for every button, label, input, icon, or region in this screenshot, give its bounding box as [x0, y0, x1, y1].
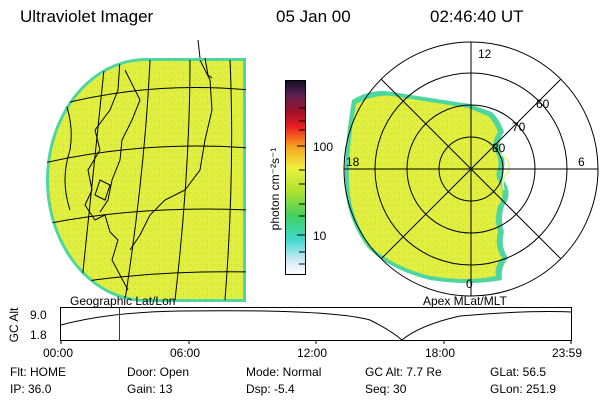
- x-tick-12: 12:00: [297, 346, 328, 360]
- status-door: Door: Open: [127, 365, 190, 379]
- lat-label-80: 80: [492, 141, 506, 155]
- mlt-label-6: 6: [578, 155, 585, 169]
- status-gc-alt: GC Alt: 7.7 Re: [365, 365, 442, 379]
- status-gain: Gain: 13: [127, 382, 173, 396]
- status-seq: Seq: 30: [365, 382, 407, 396]
- polar-image: [344, 91, 510, 283]
- geo-disk: [46, 58, 246, 302]
- x-tick-18: 18:00: [425, 346, 456, 360]
- geo-map-label: Geographic Lat/Lon: [70, 294, 176, 308]
- date-label: 05 Jan 00: [276, 7, 351, 26]
- x-tick-2359: 23:59: [552, 346, 583, 360]
- colorbar-tick-10: 10: [313, 229, 327, 243]
- lat-label-70: 70: [512, 120, 526, 134]
- x-tick-06: 06:00: [170, 346, 201, 360]
- alt-tick-1-8: 1.8: [30, 328, 47, 342]
- status-dsp: Dsp: -5.4: [246, 382, 295, 396]
- mlt-label-12: 12: [478, 47, 492, 61]
- mlt-label-0: 0: [466, 277, 473, 291]
- time-label: 02:46:40 UT: [430, 7, 524, 26]
- colorbar: [285, 80, 306, 275]
- status-glon: GLon: 251.9: [490, 382, 557, 396]
- mlt-label-18: 18: [346, 155, 360, 169]
- status-mode: Mode: Normal: [246, 365, 322, 379]
- apex-map-label: Apex MLat/MLT: [423, 294, 507, 308]
- status-glat: GLat: 56.5: [490, 365, 547, 379]
- instrument-title: Ultraviolet Imager: [20, 7, 154, 26]
- alt-tick-9: 9.0: [30, 308, 47, 322]
- status-ip: IP: 36.0: [10, 382, 52, 396]
- lat-label-60: 60: [536, 97, 550, 111]
- status-flt: Flt: HOME: [10, 365, 66, 379]
- colorbar-tick-100: 100: [313, 140, 334, 154]
- polar-grid: [343, 41, 599, 297]
- x-tick-00: 00:00: [43, 346, 74, 360]
